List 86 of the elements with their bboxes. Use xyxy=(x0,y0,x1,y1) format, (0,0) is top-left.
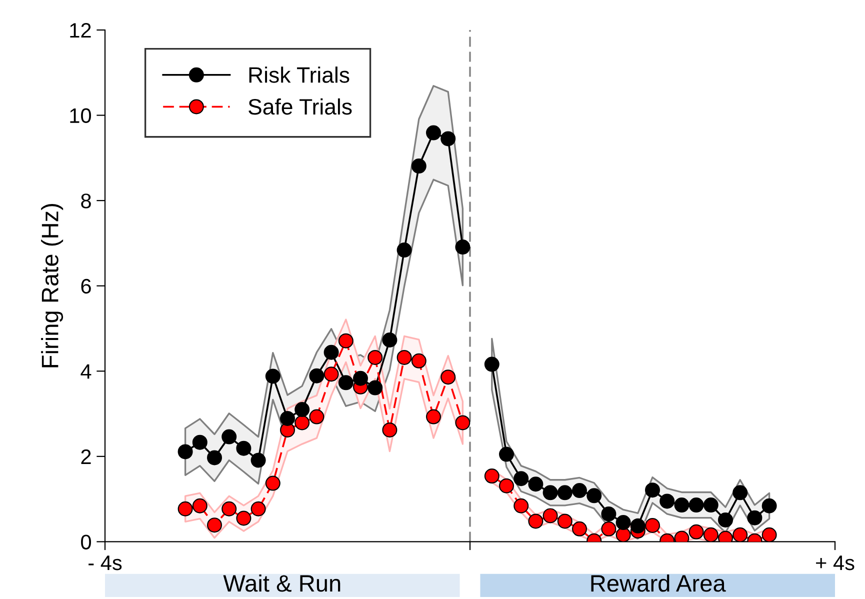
point xyxy=(688,498,704,513)
point xyxy=(703,498,718,513)
point xyxy=(250,501,266,516)
point xyxy=(382,332,398,348)
point xyxy=(660,494,675,509)
point xyxy=(178,444,193,460)
y-tick-label: 0 xyxy=(81,534,91,550)
point xyxy=(440,370,456,385)
point xyxy=(411,158,426,174)
point xyxy=(192,498,208,514)
point xyxy=(557,514,572,529)
point xyxy=(294,402,310,418)
point xyxy=(762,527,777,542)
point xyxy=(528,476,544,492)
point xyxy=(353,370,368,386)
point xyxy=(396,242,412,258)
point xyxy=(396,350,412,365)
point xyxy=(440,131,456,146)
point xyxy=(747,510,762,526)
x-tick-label: + 4s xyxy=(816,556,854,570)
point xyxy=(514,471,529,486)
legend-label: Safe Trials xyxy=(248,98,352,115)
point xyxy=(674,498,690,513)
x-tick-label: - 4s xyxy=(88,556,122,570)
legend-label: Risk Trials xyxy=(249,66,350,83)
point xyxy=(514,498,529,514)
point xyxy=(542,508,558,524)
y-axis-title: Firing Rate (Hz) xyxy=(41,204,64,368)
point xyxy=(368,380,383,396)
point xyxy=(309,409,324,424)
point xyxy=(236,510,252,526)
y-tick-label: 10 xyxy=(70,108,91,124)
point xyxy=(455,415,470,430)
point xyxy=(572,521,587,536)
text: Reward Area xyxy=(591,574,726,592)
point xyxy=(630,518,646,534)
point xyxy=(192,434,208,450)
point xyxy=(557,485,572,500)
point xyxy=(294,415,310,430)
point xyxy=(703,527,718,542)
point xyxy=(528,514,544,529)
y-tick-label: 4 xyxy=(80,364,92,379)
point xyxy=(265,368,280,384)
point xyxy=(382,422,398,438)
y-tick-label: 6 xyxy=(81,278,91,294)
point xyxy=(411,353,426,368)
point xyxy=(338,375,354,390)
point xyxy=(732,485,748,500)
y-tick-label: 2 xyxy=(81,449,91,464)
point xyxy=(688,524,704,540)
point xyxy=(645,482,660,498)
point xyxy=(207,450,222,466)
point xyxy=(732,527,748,542)
point xyxy=(207,518,222,533)
point xyxy=(426,409,441,424)
point xyxy=(762,498,777,514)
point xyxy=(572,483,587,498)
point xyxy=(455,240,470,255)
text: Wait & Run xyxy=(223,574,340,592)
point xyxy=(484,468,500,484)
point xyxy=(499,478,514,494)
point xyxy=(586,488,602,504)
point xyxy=(222,501,237,516)
y-tick-label: 12 xyxy=(70,23,91,38)
point xyxy=(718,512,733,528)
point xyxy=(645,518,660,533)
point xyxy=(324,344,339,360)
point xyxy=(616,515,631,530)
point xyxy=(222,429,237,444)
y-tick-label: 8 xyxy=(81,194,91,208)
point xyxy=(265,476,280,491)
point xyxy=(324,366,339,382)
point xyxy=(250,452,266,468)
point xyxy=(616,527,631,542)
point xyxy=(601,506,616,522)
point xyxy=(178,501,193,516)
point xyxy=(601,521,616,536)
point xyxy=(338,333,354,348)
point xyxy=(309,368,324,384)
point xyxy=(368,350,383,365)
point xyxy=(484,356,500,372)
point xyxy=(426,125,441,140)
point xyxy=(499,446,514,462)
point xyxy=(236,440,252,456)
point xyxy=(542,485,558,500)
point xyxy=(280,410,295,426)
